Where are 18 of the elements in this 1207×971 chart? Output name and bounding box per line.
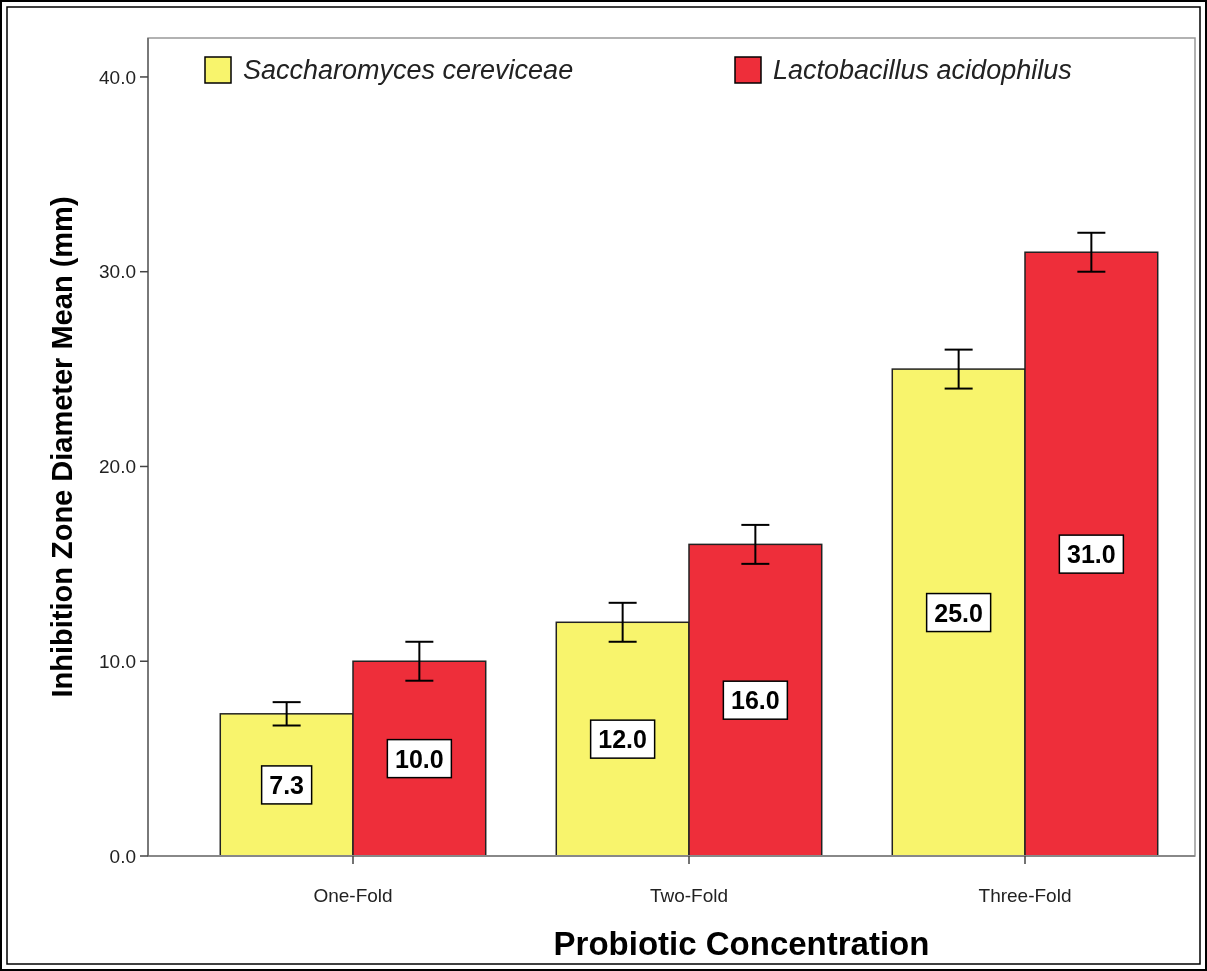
x-tick-label: Two-Fold [649, 885, 729, 906]
y-axis-title: Inhibition Zone Diameter Mean (mm) [46, 196, 78, 698]
y-tick-label: 30.0 [99, 261, 136, 283]
x-tick-label: One-Fold [313, 885, 393, 906]
x-axis-title: Probiotic Concentration [553, 925, 930, 962]
x-tick-label: Three-Fold [978, 885, 1072, 906]
y-tick-label: 0.0 [109, 845, 136, 867]
legend-label: Saccharomyces cereviceae [243, 55, 574, 85]
y-tick-label: 10.0 [99, 650, 136, 672]
data-label: 7.3 [269, 770, 305, 799]
y-tick-label: 40.0 [99, 66, 136, 88]
y-tick-label: 20.0 [99, 456, 136, 478]
data-label: 31.0 [1067, 540, 1116, 569]
data-label: 25.0 [934, 598, 983, 627]
legend-label: Lactobacillus acidophilus [773, 55, 1072, 85]
data-label: 16.0 [731, 686, 780, 715]
data-label: 10.0 [395, 744, 444, 773]
data-label: 12.0 [598, 725, 647, 754]
